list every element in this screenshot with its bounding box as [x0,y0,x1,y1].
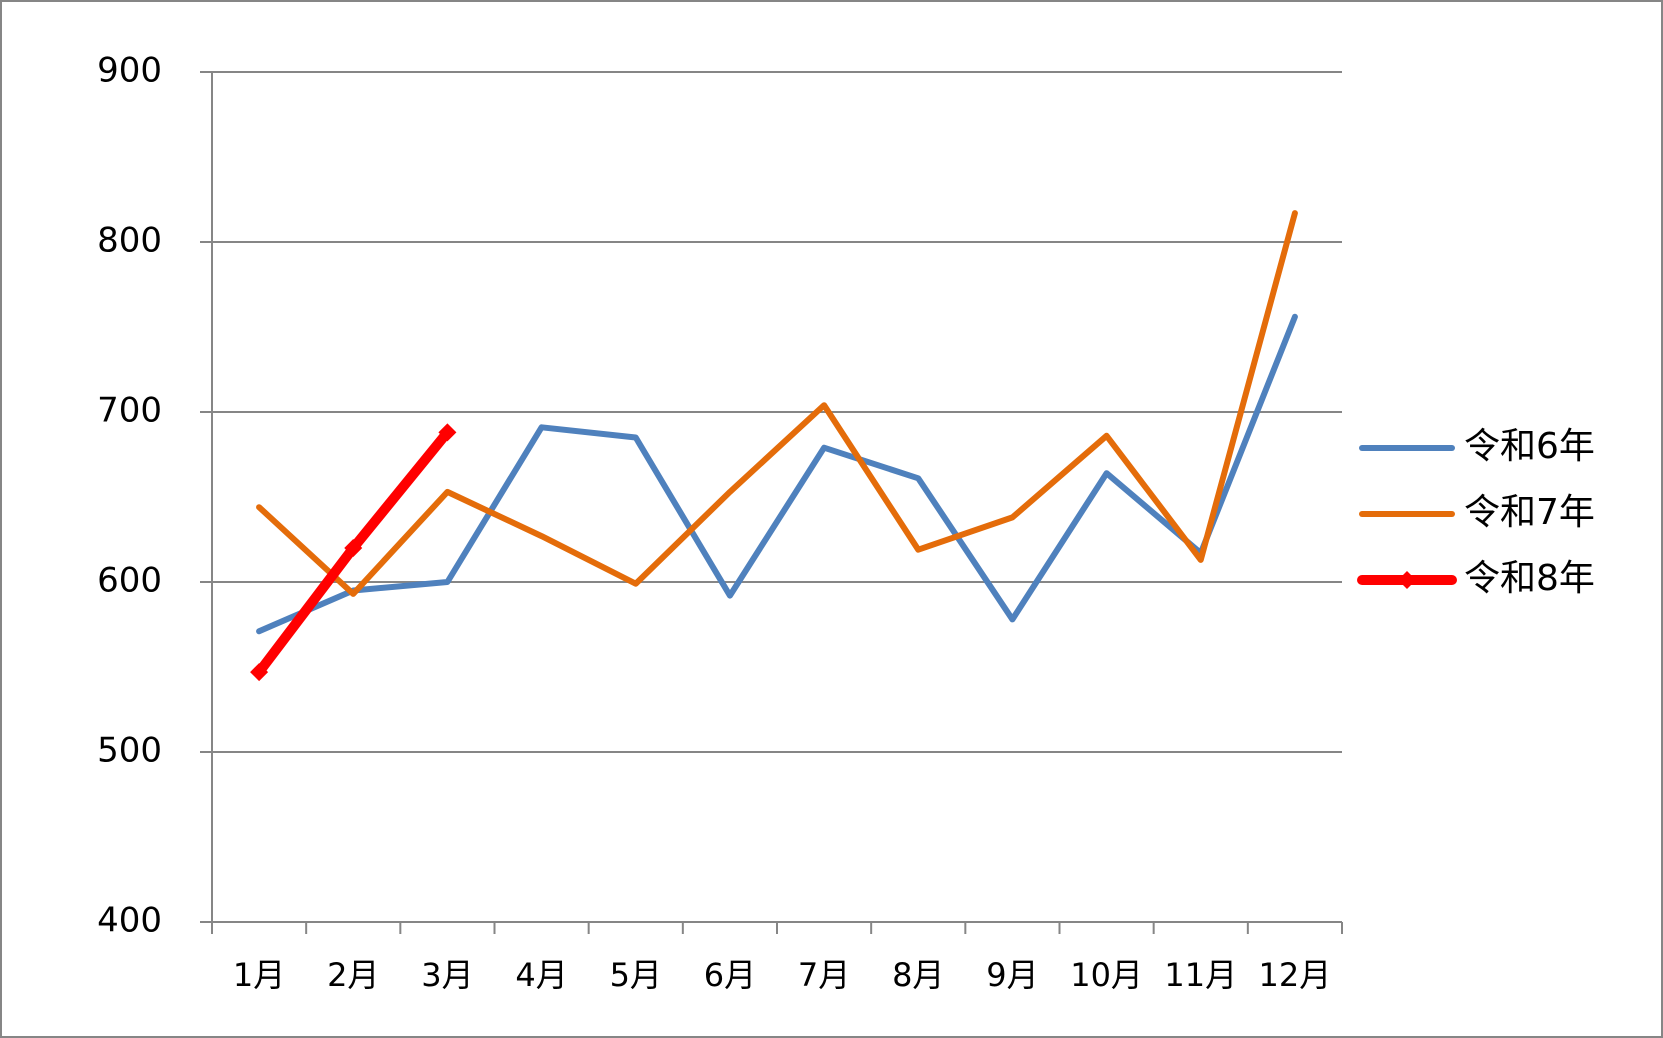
x-tick-label: 12月 [1259,956,1332,994]
data-point [438,423,457,442]
legend-label: 令和7年 [1464,492,1595,533]
y-tick-label: 800 [97,221,162,261]
x-tick-label: 4月 [515,956,567,994]
x-tick-label: 6月 [704,956,756,994]
data-point [344,539,363,557]
x-tick-label: 8月 [892,956,944,994]
y-tick-label: 400 [97,901,162,941]
x-tick-label: 5月 [610,956,662,994]
y-tick-label: 500 [97,731,162,771]
x-tick-label: 1月 [233,956,285,994]
legend-label: 令和6年 [1464,426,1595,467]
y-tick-label: 900 [97,51,162,91]
legend-marker [1398,571,1416,589]
x-tick-label: 7月 [798,956,850,994]
x-tick-label: 3月 [421,956,473,994]
y-tick-label: 600 [97,561,162,601]
x-tick-label: 2月 [327,956,379,994]
series-line [256,313,1298,635]
x-tick-label: 11月 [1164,956,1237,994]
series-line [256,210,1298,597]
legend-label: 令和8年 [1464,558,1595,599]
y-tick-label: 700 [97,391,162,431]
data-point [250,663,269,682]
x-tick-label: 10月 [1070,956,1143,994]
x-tick-label: 9月 [986,956,1038,994]
